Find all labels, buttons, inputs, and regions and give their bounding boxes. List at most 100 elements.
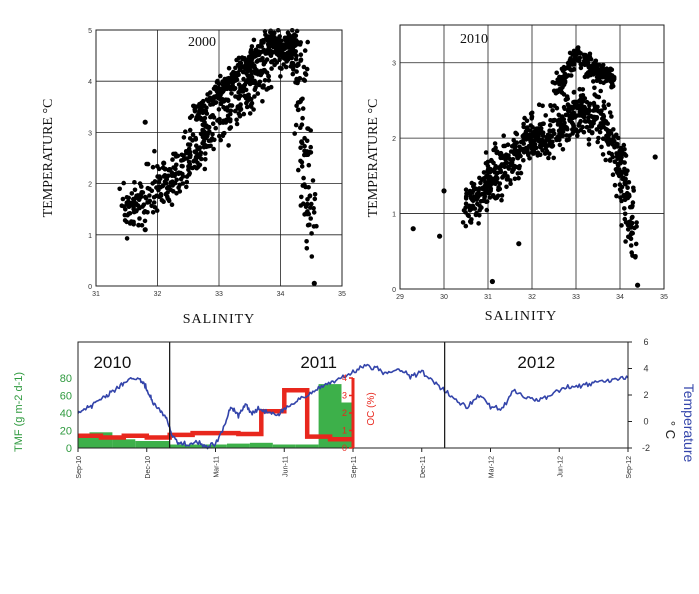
ts-point bbox=[591, 100, 597, 106]
ts-2010-frame bbox=[399, 24, 665, 290]
ts-point bbox=[292, 131, 298, 136]
ts-point bbox=[127, 221, 133, 226]
ts-point bbox=[300, 183, 306, 188]
ts-point bbox=[274, 45, 279, 50]
ts-point bbox=[186, 172, 192, 177]
ts-point bbox=[593, 61, 599, 67]
tmf-tick-label: 40 bbox=[60, 408, 72, 420]
ts-point bbox=[612, 182, 618, 188]
ts-point bbox=[555, 122, 561, 127]
ts-point bbox=[502, 170, 508, 176]
y-tick-label: 4 bbox=[88, 79, 92, 86]
ts-point bbox=[211, 115, 217, 120]
year-label: 2012 bbox=[517, 353, 555, 372]
ts-point bbox=[500, 175, 505, 180]
ts-point bbox=[597, 109, 602, 114]
ts-point bbox=[629, 250, 634, 255]
ts-point bbox=[233, 65, 238, 71]
ts-point bbox=[467, 203, 472, 209]
ts-point bbox=[119, 203, 125, 208]
ts-point bbox=[626, 192, 632, 197]
ts-point bbox=[192, 108, 198, 114]
ts-point bbox=[197, 146, 202, 151]
ts-point bbox=[304, 246, 310, 251]
ts-point bbox=[264, 87, 270, 92]
ts-point bbox=[506, 153, 511, 158]
ts-point bbox=[597, 129, 603, 135]
y-tick-label: 0 bbox=[392, 287, 396, 294]
ts-point bbox=[634, 224, 639, 229]
ts-point bbox=[617, 149, 622, 155]
ts-point bbox=[600, 152, 606, 157]
temperature-axis-ticks: -2 0 2 4 6 bbox=[628, 337, 650, 453]
ts-point bbox=[617, 167, 622, 172]
x-tick-label: 32 bbox=[528, 294, 536, 301]
ts-point bbox=[304, 138, 310, 144]
ts-point bbox=[477, 207, 483, 213]
ts-point bbox=[269, 49, 274, 55]
ts-2000-frame bbox=[95, 29, 343, 287]
temperature-path bbox=[77, 363, 629, 450]
ts-point bbox=[184, 179, 190, 185]
ts-2000-x-ticks: 31 32 33 34 35 bbox=[92, 291, 346, 298]
y-tick-label: 3 bbox=[392, 61, 396, 68]
ts-point bbox=[298, 145, 303, 150]
ts-point bbox=[269, 66, 274, 71]
ts-point bbox=[529, 146, 535, 151]
ts-point bbox=[257, 69, 263, 75]
tmf-bar bbox=[227, 443, 250, 448]
ts-point bbox=[166, 184, 172, 189]
ts-point bbox=[181, 157, 187, 162]
ts-point bbox=[293, 122, 299, 128]
ts-point bbox=[572, 51, 577, 56]
ts-point bbox=[625, 185, 630, 190]
ts-point bbox=[585, 74, 590, 79]
ts-point bbox=[170, 189, 176, 194]
ts-point bbox=[560, 133, 566, 138]
ts-point bbox=[229, 71, 234, 77]
ts-point bbox=[216, 107, 222, 112]
temperature-line bbox=[77, 363, 629, 450]
ts-point bbox=[463, 210, 468, 215]
x-tick-label: Dec-11 bbox=[420, 456, 427, 478]
ts-point bbox=[623, 171, 629, 177]
ts-point bbox=[563, 65, 568, 71]
tmf-bars bbox=[78, 384, 353, 449]
ts-point bbox=[606, 141, 612, 146]
ts-point bbox=[585, 62, 591, 68]
ts-point bbox=[601, 117, 607, 123]
ts-point bbox=[559, 75, 564, 80]
ts-point bbox=[284, 58, 289, 63]
ts-point bbox=[261, 40, 266, 45]
ts-point bbox=[609, 114, 614, 119]
ts-point bbox=[218, 101, 224, 107]
y-tick-label: 1 bbox=[88, 233, 92, 240]
ts-point bbox=[460, 220, 466, 225]
ts-point bbox=[150, 181, 155, 186]
tmf-bar bbox=[204, 444, 227, 448]
ts-point bbox=[147, 198, 153, 204]
ts-point bbox=[225, 76, 230, 81]
y-tick-label: 2 bbox=[392, 136, 396, 143]
ts-point bbox=[204, 97, 210, 102]
ts-point bbox=[229, 91, 234, 96]
ts-point bbox=[476, 221, 481, 226]
ts-point bbox=[274, 60, 280, 65]
ts-point bbox=[305, 222, 311, 228]
ts-point bbox=[226, 82, 231, 88]
ts-point bbox=[218, 86, 223, 92]
ts-point bbox=[579, 97, 584, 103]
ts-point bbox=[156, 184, 162, 190]
ts-point bbox=[226, 65, 232, 71]
ts-point bbox=[120, 196, 126, 202]
ts-point bbox=[562, 71, 568, 77]
ts-point bbox=[221, 118, 226, 124]
ts-point bbox=[547, 123, 553, 128]
ts-point bbox=[622, 147, 627, 152]
ts-point bbox=[488, 186, 494, 192]
ts-point bbox=[471, 187, 477, 193]
ts-point bbox=[304, 66, 310, 72]
ts-point bbox=[493, 196, 498, 201]
ts-point bbox=[142, 209, 148, 214]
ts-point bbox=[556, 88, 561, 94]
